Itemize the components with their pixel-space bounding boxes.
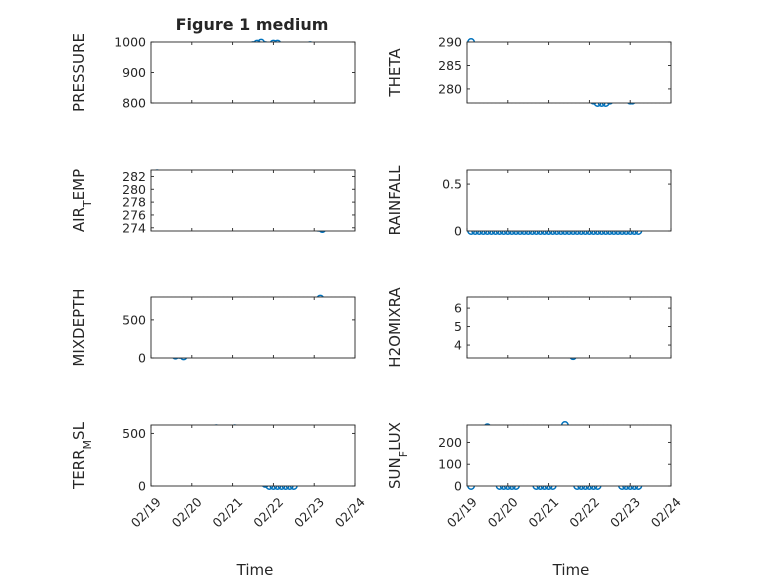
x-axis-label: Time	[552, 561, 590, 579]
y-axis-label: SUNFLUX	[386, 422, 410, 489]
subplot-terr-msl: 0 500 02/19 02/20 02/21 02/22 02/23 02/24 Time TE…	[70, 421, 368, 579]
y-tick-label: 4	[454, 338, 462, 353]
y-tick-label: 0	[138, 479, 146, 494]
axes-box	[466, 41, 672, 104]
subplot-theta: 280 285 290 THETA	[386, 35, 672, 107]
axes-box	[150, 41, 356, 104]
y-tick-label: 0	[454, 479, 462, 494]
y-tick-label: 278	[122, 195, 146, 210]
figure-title: Figure 1 medium	[176, 15, 329, 34]
subplot-mixdepth: 0 500 MIXDEPTH	[70, 288, 356, 367]
y-tick-label: 0	[138, 351, 146, 366]
y-axis-label: PRESSURE	[70, 33, 88, 112]
x-tick-label: 02/21	[209, 494, 245, 530]
y-tick-label: 282	[122, 169, 146, 184]
y-tick-label: 0	[454, 224, 462, 239]
axes-box	[150, 296, 356, 359]
y-tick-label: 1000	[114, 35, 146, 50]
x-tick-label: 02/24	[332, 494, 368, 530]
subplot-pressure: 800 900 1000 PRESSURE	[70, 33, 356, 112]
y-tick-label: 100	[438, 457, 462, 472]
y-axis-label: TERRMSL	[70, 421, 94, 490]
subplot-h2omixra: 4 5 6 H2OMIXRA	[386, 287, 672, 368]
y-tick-label: 800	[122, 96, 146, 111]
y-axis-label: H2OMIXRA	[386, 287, 404, 368]
axes-box	[466, 424, 672, 487]
y-tick-label: 0.5	[442, 177, 462, 192]
y-axis-label: THETA	[386, 48, 404, 98]
x-tick-label: 02/21	[525, 494, 561, 530]
y-axis-label: RAINFALL	[386, 165, 404, 236]
x-tick-label: 02/19	[444, 494, 480, 530]
x-tick-label: 02/20	[169, 494, 205, 530]
y-tick-label: 290	[438, 35, 462, 50]
axes-box	[466, 296, 672, 359]
y-axis-label: MIXDEPTH	[70, 288, 88, 366]
axes-box	[150, 424, 356, 487]
y-tick-label: 200	[438, 435, 462, 450]
y-tick-label: 280	[122, 182, 146, 197]
x-tick-label: 02/22	[566, 494, 602, 530]
x-tick-label: 02/23	[607, 494, 643, 530]
x-tick-label: 02/23	[291, 494, 327, 530]
x-tick-label: 02/22	[250, 494, 286, 530]
axes-box	[466, 169, 672, 232]
y-tick-label: 6	[454, 301, 462, 316]
axes-box	[150, 169, 356, 232]
y-axis-label: AIRTEMP	[70, 169, 94, 232]
x-axis-label: Time	[236, 561, 274, 579]
y-tick-label: 5	[454, 319, 462, 334]
y-tick-label: 500	[122, 312, 146, 327]
subplot-sun-flux: 0 100 200 02/19 02/20 02/21 02/22 02/23 02/24 Tim…	[386, 421, 684, 579]
y-tick-label: 900	[122, 65, 146, 80]
subplot-rainfall: 0 0.5 RAINFALL	[386, 165, 672, 239]
y-tick-label: 274	[122, 220, 146, 235]
y-tick-label: 285	[438, 58, 462, 73]
y-tick-label: 500	[122, 426, 146, 441]
y-tick-label: 276	[122, 207, 146, 222]
y-tick-label: 280	[438, 81, 462, 96]
x-tick-label: 02/20	[485, 494, 521, 530]
x-tick-label: 02/24	[648, 494, 684, 530]
x-tick-label: 02/19	[128, 494, 164, 530]
